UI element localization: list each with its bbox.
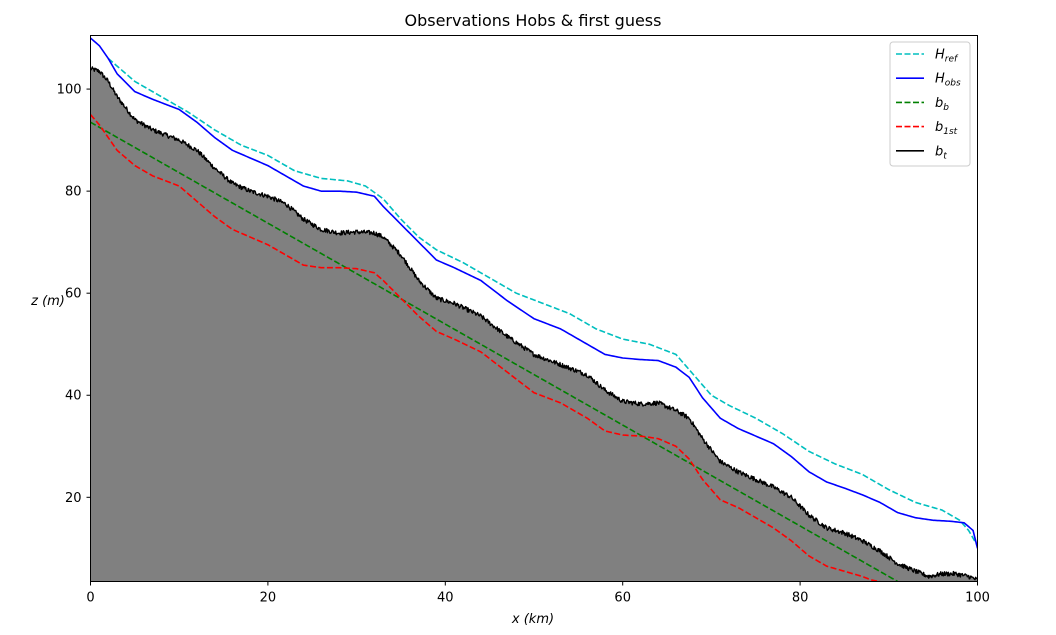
x-tick-label: 60 (614, 591, 631, 606)
series-line-h-ref (107, 57, 978, 547)
legend-label-b-t: bt (935, 144, 947, 161)
x-axis-label: x (km) (511, 612, 554, 627)
legend-box (889, 41, 971, 167)
series-line-b-1st (90, 114, 881, 582)
y-tick-label: 100 (57, 83, 82, 98)
legend-label-h-ref: Href (935, 48, 959, 65)
series-line-b-t (90, 66, 978, 581)
x-tick-label: 100 (965, 591, 990, 606)
plot-area (90, 37, 978, 582)
series-line-b-b (90, 121, 899, 582)
y-tick-label: 20 (65, 491, 82, 506)
legend-label-b-b: bb (935, 96, 949, 113)
y-tick-label: 40 (65, 389, 82, 404)
chart-title: Observations Hobs & first guess (405, 11, 662, 30)
y-axis-label: z (m) (30, 294, 65, 309)
legend: Href Hobs bb b1st bt (889, 41, 971, 167)
legend-label-b-1st: b1st (935, 120, 958, 137)
series-line-h-obs (90, 37, 978, 549)
x-tick-label: 20 (260, 591, 277, 606)
y-axis: 20 40 60 80 100 (57, 83, 91, 506)
y-tick-label: 60 (65, 287, 82, 302)
y-tick-label: 80 (65, 185, 82, 200)
x-tick-label: 40 (437, 591, 454, 606)
plot-frame (90, 35, 978, 582)
legend-label-h-obs: Hobs (935, 72, 961, 89)
bed-fill-area (90, 66, 978, 582)
x-axis: 0 20 40 60 80 100 (86, 581, 990, 606)
x-tick-label: 0 (86, 591, 94, 606)
x-tick-label: 80 (792, 591, 809, 606)
